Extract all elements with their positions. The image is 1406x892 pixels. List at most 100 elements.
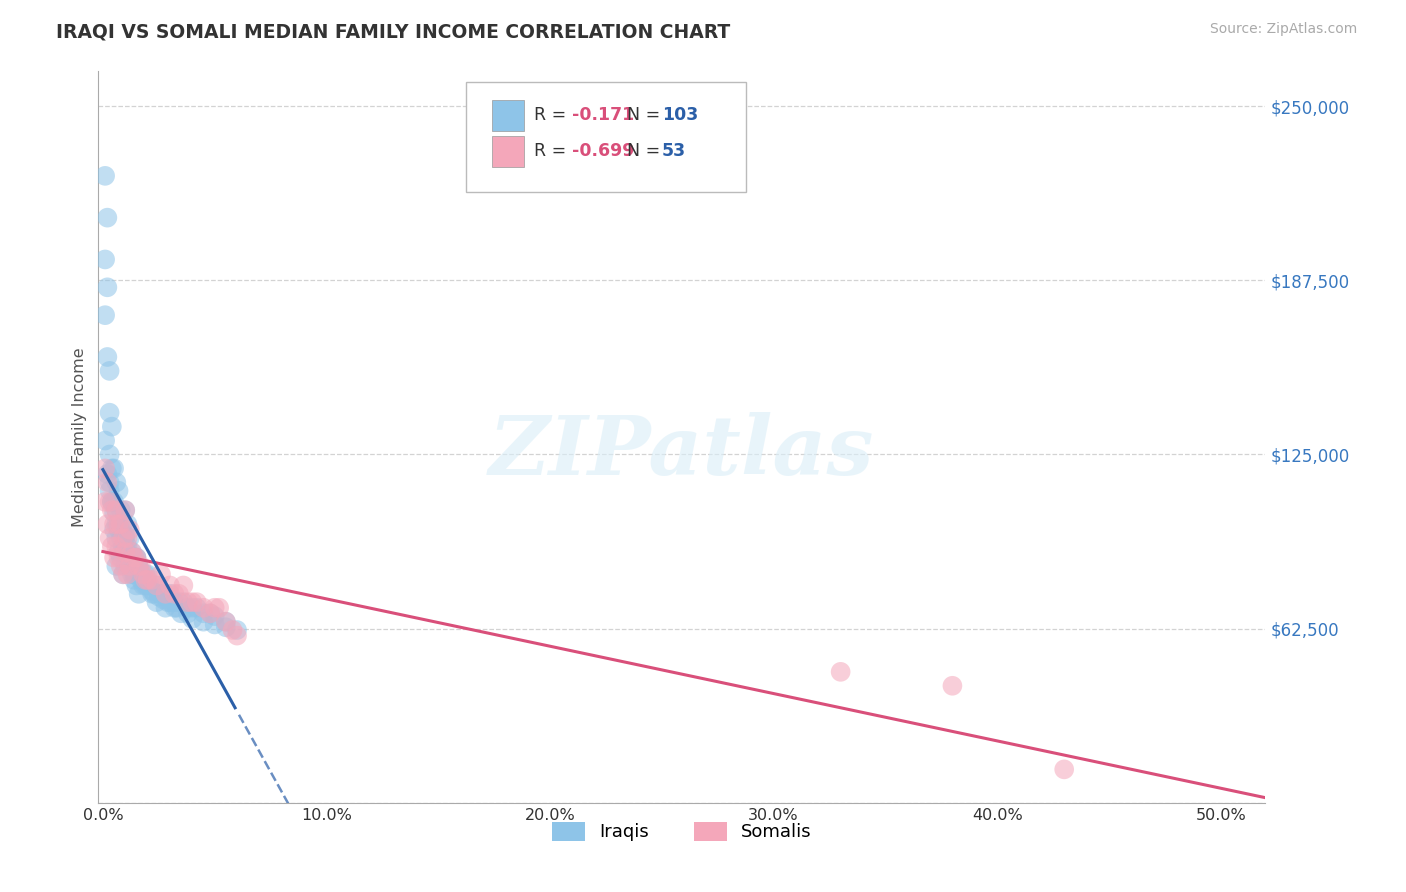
- Point: [226, 629, 249, 643]
- FancyBboxPatch shape: [465, 82, 747, 192]
- Point: [129, 558, 152, 573]
- Point: [105, 503, 128, 517]
- Point: [110, 503, 132, 517]
- Point: [117, 567, 139, 582]
- Point: [96, 517, 118, 532]
- Point: [159, 595, 181, 609]
- Point: [98, 475, 121, 490]
- Point: [101, 495, 124, 509]
- Text: -0.171: -0.171: [572, 105, 634, 123]
- Point: [122, 550, 145, 565]
- Point: [200, 607, 222, 621]
- Text: N =: N =: [627, 142, 666, 160]
- Point: [96, 280, 118, 294]
- Point: [129, 573, 152, 587]
- Point: [134, 567, 156, 582]
- Point: [141, 587, 163, 601]
- Point: [111, 540, 134, 554]
- Point: [107, 523, 129, 537]
- Point: [181, 612, 204, 626]
- Point: [103, 506, 125, 520]
- Point: [128, 558, 150, 573]
- Point: [121, 545, 143, 559]
- Point: [152, 592, 174, 607]
- Point: [167, 595, 190, 609]
- Point: [94, 252, 117, 267]
- Point: [221, 623, 243, 637]
- Y-axis label: Median Family Income: Median Family Income: [72, 347, 87, 527]
- Point: [121, 545, 143, 559]
- Text: 53: 53: [662, 142, 686, 160]
- Bar: [492, 100, 524, 130]
- Point: [156, 595, 179, 609]
- Point: [105, 503, 128, 517]
- Point: [177, 595, 200, 609]
- Point: [215, 615, 238, 629]
- Point: [98, 448, 121, 462]
- Point: [125, 550, 148, 565]
- Text: R =: R =: [534, 105, 571, 123]
- Point: [145, 578, 167, 592]
- Point: [111, 540, 134, 554]
- Point: [136, 567, 159, 582]
- Point: [94, 308, 117, 322]
- Point: [118, 558, 141, 573]
- Point: [101, 495, 124, 509]
- Point: [105, 475, 128, 490]
- Point: [121, 558, 143, 573]
- Point: [163, 595, 186, 609]
- Point: [226, 623, 249, 637]
- Point: [166, 600, 188, 615]
- Text: -0.699: -0.699: [572, 142, 634, 160]
- Point: [155, 600, 177, 615]
- Point: [204, 609, 226, 624]
- Point: [177, 600, 200, 615]
- Point: [177, 607, 200, 621]
- Point: [148, 590, 170, 604]
- Point: [132, 578, 155, 592]
- Point: [114, 531, 136, 545]
- Point: [114, 503, 136, 517]
- Point: [114, 545, 136, 559]
- Point: [150, 587, 173, 601]
- Point: [128, 562, 150, 576]
- Point: [103, 550, 125, 565]
- Point: [98, 531, 121, 545]
- Legend: Iraqis, Somalis: Iraqis, Somalis: [546, 814, 818, 848]
- Point: [150, 587, 173, 601]
- Point: [118, 531, 141, 545]
- Point: [172, 578, 194, 592]
- Point: [114, 503, 136, 517]
- Point: [101, 540, 124, 554]
- Point: [111, 567, 134, 582]
- Point: [96, 475, 118, 490]
- Point: [145, 578, 167, 592]
- Point: [105, 531, 128, 545]
- Point: [98, 483, 121, 498]
- Point: [141, 573, 163, 587]
- Point: [117, 540, 139, 554]
- Point: [128, 558, 150, 573]
- Point: [107, 550, 129, 565]
- Point: [103, 523, 125, 537]
- Point: [143, 587, 166, 601]
- Point: [107, 545, 129, 559]
- Point: [117, 545, 139, 559]
- Point: [118, 523, 141, 537]
- Point: [145, 595, 167, 609]
- Point: [118, 550, 141, 565]
- Point: [139, 578, 162, 592]
- Point: [181, 600, 204, 615]
- Point: [96, 211, 118, 225]
- Point: [208, 600, 231, 615]
- Point: [105, 540, 128, 554]
- Point: [103, 517, 125, 532]
- Point: [94, 495, 117, 509]
- Point: [941, 679, 963, 693]
- Point: [125, 578, 148, 592]
- Point: [110, 517, 132, 532]
- Point: [186, 600, 208, 615]
- Point: [1053, 763, 1076, 777]
- Point: [110, 550, 132, 565]
- Point: [114, 528, 136, 542]
